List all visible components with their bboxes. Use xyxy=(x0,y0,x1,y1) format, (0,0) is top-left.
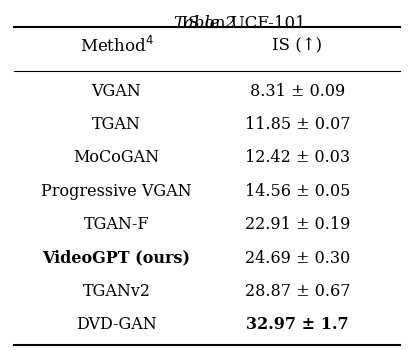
Text: TGAN-F: TGAN-F xyxy=(83,216,149,233)
Text: Method$^4$: Method$^4$ xyxy=(79,36,153,56)
Text: VGAN: VGAN xyxy=(91,83,141,99)
Text: 8.31 ± 0.09: 8.31 ± 0.09 xyxy=(249,83,344,99)
Text: 28.87 ± 0.67: 28.87 ± 0.67 xyxy=(244,283,349,300)
Text: IS (↑): IS (↑) xyxy=(272,37,322,54)
Text: TGAN: TGAN xyxy=(92,116,141,133)
Text: 32.97 ± 1.7: 32.97 ± 1.7 xyxy=(246,316,348,334)
Text: 14.56 ± 0.05: 14.56 ± 0.05 xyxy=(244,183,349,200)
Text: DVD-GAN: DVD-GAN xyxy=(76,316,157,334)
Text: TGANv2: TGANv2 xyxy=(82,283,150,300)
Text: VideoGPT (ours): VideoGPT (ours) xyxy=(43,250,190,267)
Text: 24.69 ± 0.30: 24.69 ± 0.30 xyxy=(244,250,349,267)
Text: 12.42 ± 0.03: 12.42 ± 0.03 xyxy=(244,149,349,166)
Text: IS on UCF-101: IS on UCF-101 xyxy=(108,15,305,32)
Text: Table 2.: Table 2. xyxy=(173,15,240,32)
Text: 11.85 ± 0.07: 11.85 ± 0.07 xyxy=(244,116,349,133)
Text: MoCoGAN: MoCoGAN xyxy=(73,149,159,166)
Text: 22.91 ± 0.19: 22.91 ± 0.19 xyxy=(244,216,349,233)
Text: Progressive VGAN: Progressive VGAN xyxy=(41,183,191,200)
